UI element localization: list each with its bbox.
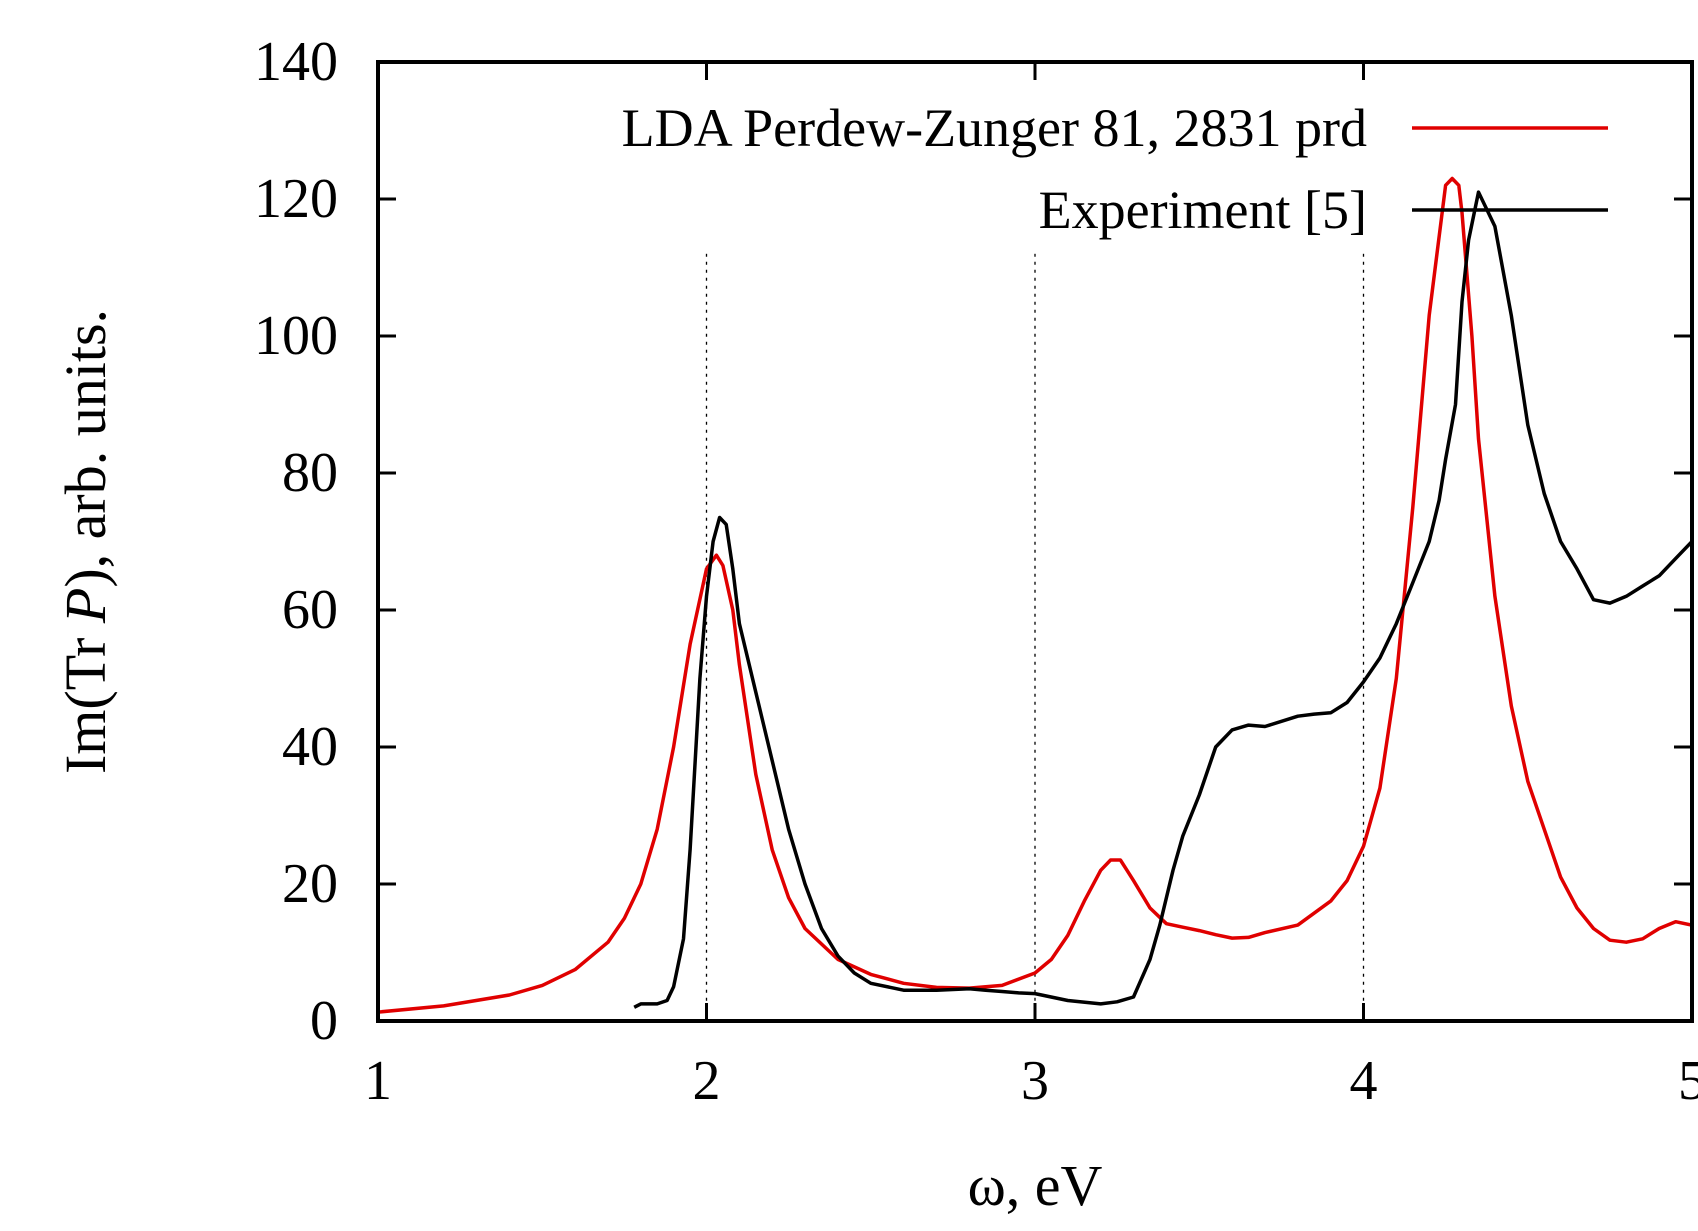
y-axis-label-symbol: P — [53, 588, 118, 624]
legend-label-lda: LDA Perdew-Zunger 81, 2831 prd — [622, 98, 1367, 158]
y-tick-label: 20 — [282, 853, 338, 915]
legend: LDA Perdew-Zunger 81, 2831 prd Experimen… — [622, 98, 1608, 240]
y-tick-label: 120 — [254, 168, 338, 230]
y-tick-label: 40 — [282, 716, 338, 778]
y-axis-label-suffix: ), arb. units. — [53, 309, 118, 588]
x-tick-labels: 1 2 3 4 5 — [364, 1050, 1698, 1112]
y-axis-label: Im(Tr P), arb. units. — [53, 309, 118, 774]
y-axis-label-prefix: Im(Tr — [53, 623, 118, 774]
y-tick-label: 80 — [282, 442, 338, 504]
y-tick-label: 0 — [310, 990, 338, 1052]
legend-label-experiment: Experiment [5] — [1039, 180, 1367, 240]
vertical-grid-lines — [705, 253, 1365, 1021]
x-tick-label: 4 — [1350, 1050, 1378, 1112]
axis-ticks — [376, 60, 1694, 1023]
series-layer — [378, 176, 1692, 1014]
x-tick-label: 5 — [1678, 1050, 1698, 1112]
y-tick-label: 140 — [254, 31, 338, 93]
series-line-experiment — [633, 190, 1692, 1009]
x-tick-label: 3 — [1021, 1050, 1049, 1112]
plot-frame — [376, 60, 1694, 1023]
x-axis-label: ω, eV — [968, 1153, 1103, 1218]
x-tick-label: 1 — [364, 1050, 392, 1112]
x-tick-label: 2 — [693, 1050, 721, 1112]
y-tick-label: 100 — [254, 305, 338, 367]
y-tick-labels: 0 20 40 60 80 100 120 140 — [254, 31, 338, 1052]
y-tick-label: 60 — [282, 579, 338, 641]
